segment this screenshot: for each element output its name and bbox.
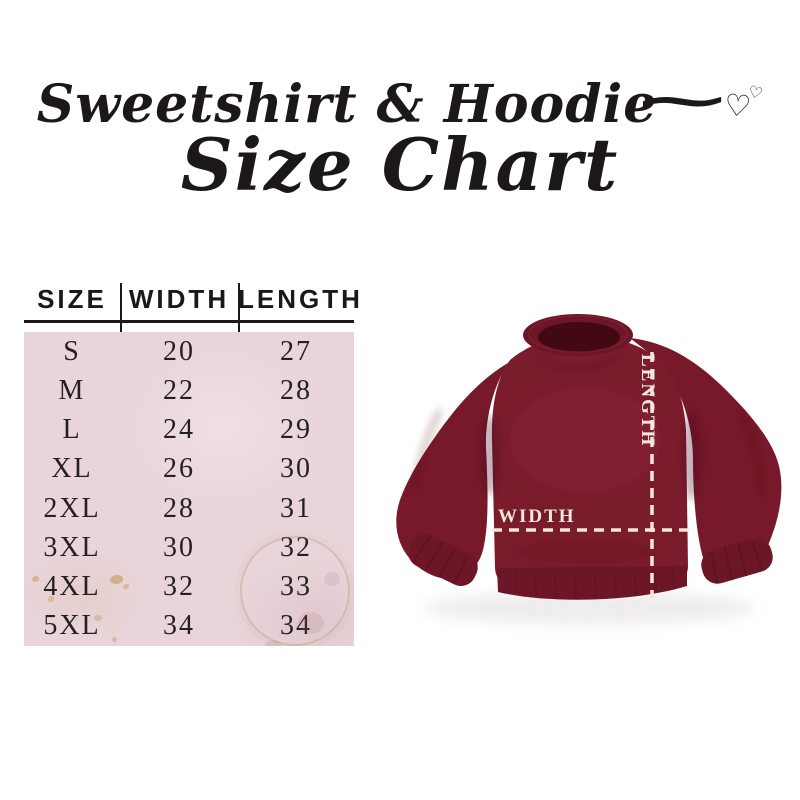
stain-blotch (324, 572, 340, 586)
shading (412, 350, 765, 564)
stain-blotch (264, 640, 282, 646)
sweatshirt-diagram: LENGTH WIDTH (380, 290, 800, 640)
column-header-width: WIDTH (128, 283, 230, 314)
size-cell: 4XL (43, 571, 101, 603)
width-cell: 32 (163, 571, 195, 603)
drop-shadow (425, 592, 755, 624)
width-label: WIDTH (498, 506, 576, 527)
width-cell: 30 (163, 531, 195, 563)
size-chart-table: SIZE WIDTH LENGTH S 20 27 M 22 28 L 24 2… (24, 276, 363, 648)
hem-band (497, 566, 687, 600)
width-cell: 24 (163, 414, 195, 446)
title-line2: Size Chart (180, 121, 620, 207)
size-cell: 5XL (43, 610, 101, 642)
width-cell: 20 (163, 335, 195, 367)
stain-speck (112, 637, 117, 642)
size-cell: XL (51, 453, 93, 485)
size-cell: S (63, 335, 81, 367)
stain-speck (110, 575, 123, 584)
heart-icon: ♡ (746, 81, 766, 104)
stain-speck (123, 584, 129, 589)
header-divider-line (24, 320, 354, 323)
length-cell: 30 (280, 453, 312, 485)
left-sleeve (396, 352, 532, 579)
length-cell: 27 (280, 335, 312, 367)
length-label: LENGTH (637, 354, 658, 447)
length-cell: 28 (280, 374, 312, 406)
size-cell: L (62, 414, 82, 446)
sweatshirt-illustration: LENGTH WIDTH (396, 314, 782, 624)
right-sleeve (630, 338, 782, 580)
size-cell: 3XL (43, 531, 101, 563)
width-cell: 28 (163, 492, 195, 524)
stain-speck (94, 615, 102, 621)
stain-speck (32, 576, 39, 582)
length-cell: 29 (280, 414, 312, 446)
title-line1-text: Sweetshirt & Hoodie (36, 74, 658, 135)
size-cell: M (58, 374, 86, 406)
width-cell: 22 (163, 374, 195, 406)
table-header-row: SIZE WIDTH LENGTH (24, 276, 363, 322)
stain-blotch (298, 612, 324, 634)
stain-speck (48, 596, 54, 602)
width-cell: 34 (163, 610, 195, 642)
right-cuff (701, 538, 773, 584)
size-cell: 2XL (43, 492, 101, 524)
width-cell: 26 (163, 453, 195, 485)
coffee-ring-stain (240, 536, 350, 646)
column-header-size: SIZE (37, 283, 107, 314)
page-title: Sweetshirt & Hoodie~♡♡ Size Chart (0, 73, 800, 207)
table-body-panel: S 20 27 M 22 28 L 24 29 XL 26 30 2XL 28 … (24, 332, 354, 646)
swash-flourish: ~ (630, 70, 738, 131)
length-cell: 31 (280, 492, 312, 524)
collar (523, 314, 633, 356)
title-line1: Sweetshirt & Hoodie~♡♡ (0, 73, 800, 133)
left-cuff (408, 533, 478, 587)
column-header-length: LENGTH (238, 283, 363, 314)
